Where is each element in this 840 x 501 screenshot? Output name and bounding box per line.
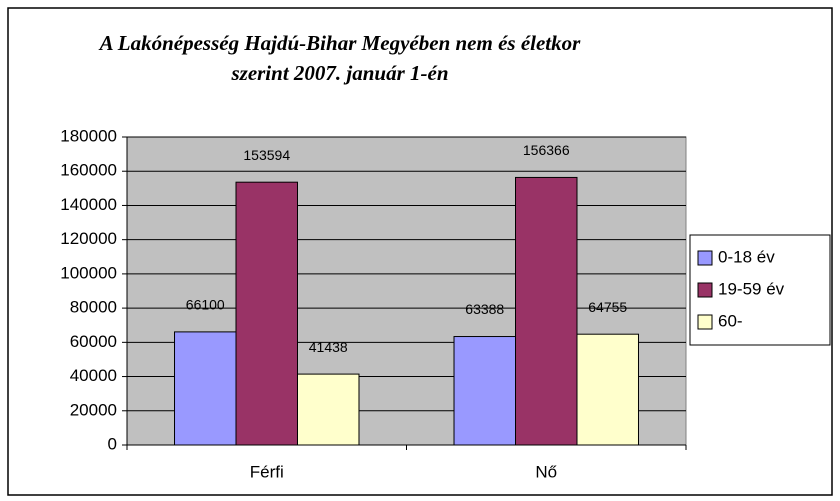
value-label: 153594: [243, 147, 290, 163]
value-label: 63388: [465, 301, 504, 317]
bar: [515, 176, 578, 446]
legend-label: 0-18 év: [718, 247, 775, 266]
bar: [174, 331, 237, 446]
y-tick-label: 140000: [60, 195, 117, 214]
legend-swatch: [697, 314, 713, 330]
legend-label: 60-: [718, 311, 743, 330]
legend-swatch: [697, 282, 713, 298]
chart-title: A Lakónépesség Hajdú-Bihar Megyében nem …: [98, 31, 581, 55]
y-tick-label: 180000: [60, 126, 117, 145]
y-tick-label: 120000: [60, 229, 117, 248]
chart-title: szerint 2007. január 1-én: [230, 61, 448, 85]
y-tick-label: 0: [108, 434, 117, 453]
y-tick-label: 40000: [70, 366, 117, 385]
bar: [235, 181, 298, 446]
bar: [576, 333, 639, 446]
bar: [453, 336, 517, 446]
x-tick-label: Nő: [535, 462, 557, 481]
y-tick-label: 160000: [60, 161, 117, 180]
value-label: 41438: [309, 339, 348, 355]
y-tick-label: 60000: [70, 332, 117, 351]
y-tick-label: 100000: [60, 263, 117, 282]
bar: [296, 373, 360, 446]
legend: [689, 234, 831, 346]
value-label: 66100: [186, 297, 225, 313]
legend-swatch: [697, 250, 713, 266]
legend-label: 19-59 év: [718, 279, 785, 298]
value-label: 156366: [523, 142, 570, 158]
x-tick-label: Férfi: [250, 462, 284, 481]
y-tick-label: 80000: [70, 298, 117, 317]
value-label: 64755: [588, 299, 627, 315]
y-tick-label: 20000: [70, 400, 117, 419]
